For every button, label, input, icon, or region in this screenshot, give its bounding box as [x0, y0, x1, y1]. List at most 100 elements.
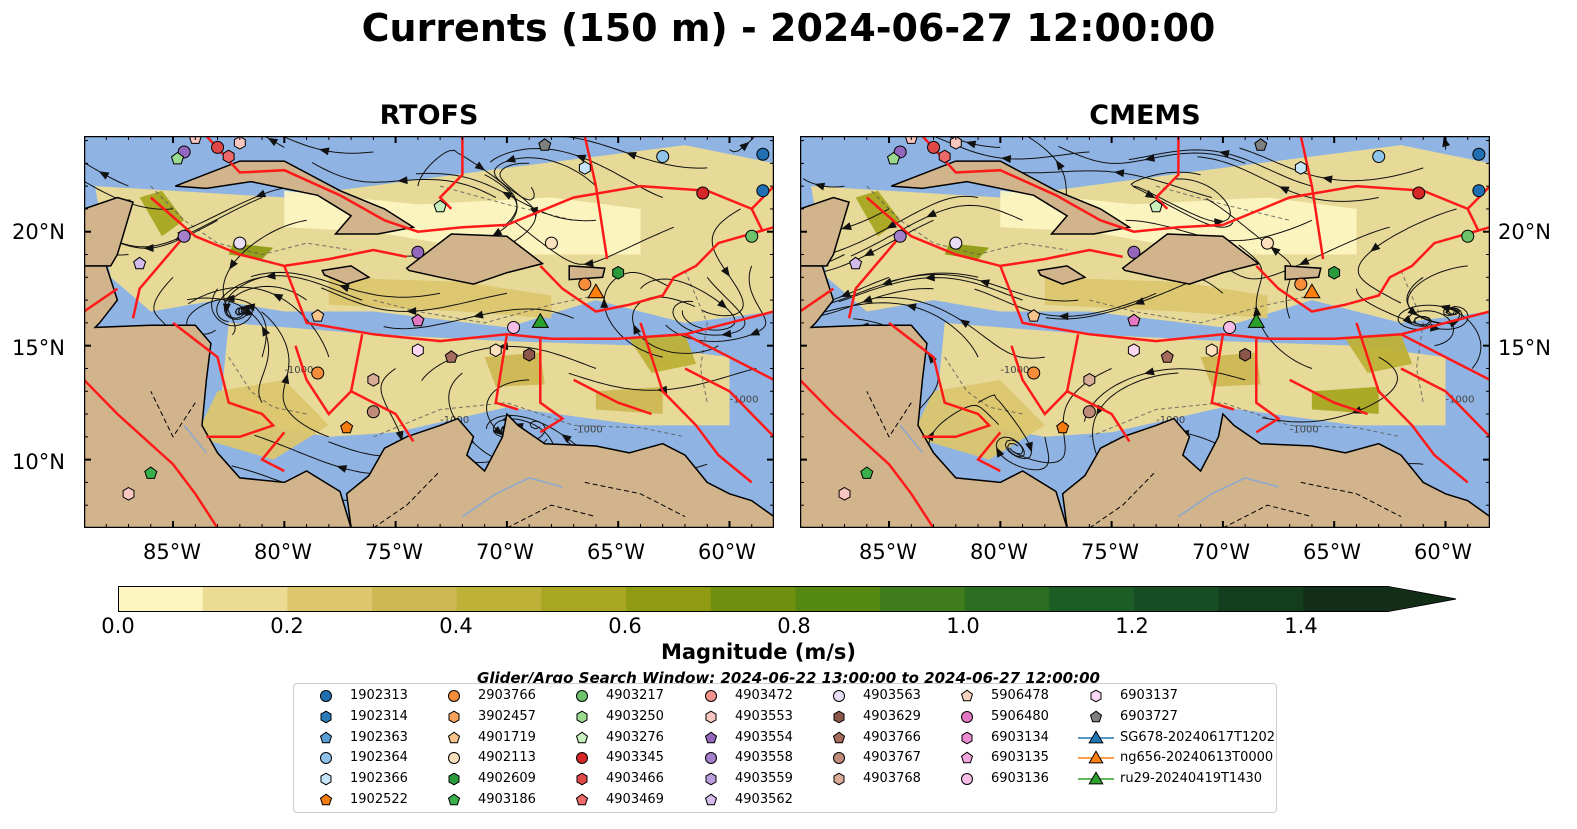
rtofs-argo-float-marker [133, 256, 147, 270]
cmems-streamline-arrow [1270, 246, 1281, 256]
legend-marker-shape [705, 690, 717, 702]
cmems-streamline-arrow [1322, 175, 1333, 184]
cmems-argo-float-marker [1127, 343, 1140, 358]
rtofs-streamline-arrow [406, 307, 417, 316]
colorbar-extend-arrow [1388, 587, 1456, 611]
cmems-streamline-arrow [840, 289, 852, 297]
legend-label: 4903553 [735, 708, 793, 724]
cmems-streamline-arrow [1219, 150, 1230, 158]
rtofs-streamline-arrow [395, 430, 404, 442]
legend-label: 4903563 [863, 688, 921, 703]
cmems-argo-float-marker [1461, 229, 1475, 243]
rtofs-streamline-arrow [98, 171, 110, 180]
colorbar-tick-label: 1.0 [946, 614, 980, 638]
rtofs-eez-boundary [750, 185, 774, 210]
legend-label: 1902313 [350, 688, 408, 703]
cmems-eez-boundary [1400, 367, 1490, 438]
cmems-streamline-arrow [881, 277, 893, 286]
figure-title: Currents (150 m) - 2024-06-27 12:00:00 [361, 6, 1216, 50]
cmems-frame [800, 136, 1490, 528]
legend-marker-shape [319, 793, 333, 806]
cmems-landmass [1284, 265, 1322, 281]
cmems-streamline-arrow [1402, 315, 1413, 325]
cmems-streamline-arrow [863, 248, 875, 257]
cmems-contour-label: -1000 [1445, 395, 1474, 406]
legend-marker-icon [705, 690, 717, 702]
colorbar-outline [118, 586, 1457, 612]
legend-label: 1902522 [350, 792, 408, 807]
cmems-argo-float-marker [1412, 186, 1426, 200]
rtofs-argo-float-marker [756, 184, 770, 198]
rtofs-contour-label: -1000 [574, 424, 603, 435]
legend-marker-icon [576, 752, 588, 765]
cmems-landmass [800, 265, 1068, 528]
cmems-contour-label: -1000 [1000, 365, 1029, 376]
legend-label: 4903629 [863, 708, 921, 724]
legend-marker-icon [319, 793, 333, 806]
legend-marker-icon [704, 793, 718, 806]
legend-marker-shape [833, 690, 845, 702]
rtofs-streamline-arrow [749, 327, 761, 336]
legend-marker-shape [320, 772, 332, 786]
legend-marker-icon [447, 793, 461, 806]
legend-label: 6903135 [991, 750, 1049, 766]
rtofs-argo-float-marker [523, 347, 536, 362]
rtofs-streamline-arrow [473, 310, 484, 319]
legend-label: 4903217 [606, 688, 664, 703]
legend-marker-shape [448, 690, 460, 702]
rtofs-border-line [373, 470, 441, 528]
map-panel-rtofs[interactable]: -1000-1000-1000-1000 [84, 136, 774, 528]
cmems-argo-float-marker [1294, 277, 1308, 291]
rtofs-streamline-arrow [575, 154, 587, 163]
rtofs-streamline-arrow [338, 284, 350, 293]
cmems-argo-float-marker [1472, 184, 1486, 198]
legend-label: 4903466 [606, 771, 664, 787]
cmems-argo-float-marker [849, 256, 863, 270]
cmems-streamline-arrow [1253, 305, 1262, 317]
cmems-bathymetry-contour [944, 356, 1023, 415]
rtofs-streamline-arrow [281, 373, 290, 385]
rtofs-argo-float-marker [544, 236, 558, 250]
legend-marker-shape [320, 710, 332, 724]
legend-marker-shape [1088, 750, 1104, 764]
map-panel-cmems[interactable]: -1000-1000-1000-1000 [800, 136, 1490, 528]
rtofs-streamline-arrow [222, 303, 231, 314]
colorbar-tick-label: 0.4 [439, 614, 473, 638]
legend-marker-shape [576, 772, 588, 786]
cmems-streamline-arrow [1143, 367, 1155, 376]
cmems-eez-boundary [1154, 136, 1180, 210]
colorbar-bin [372, 587, 458, 611]
cmems-eez-boundary [888, 321, 992, 439]
colorbar-tick-label: 1.4 [1284, 614, 1318, 638]
legend-label: 4903250 [606, 708, 664, 724]
legend-marker-shape [448, 752, 460, 765]
legend-marker-icon [320, 690, 332, 702]
lon-label-60w-left: 60°W [698, 540, 756, 564]
legend-label: 6903137 [1120, 688, 1178, 703]
legend-marker-shape [576, 752, 588, 765]
rtofs-streamline-arrow [720, 266, 730, 277]
cmems-border-line [1089, 470, 1157, 528]
legend-marker-shape [1089, 710, 1103, 722]
cmems-eez-boundary [1066, 390, 1131, 443]
legend-label: 4903186 [478, 792, 536, 807]
cmems-streamline-arrow [1000, 154, 1012, 163]
cmems-argo-float-marker [1372, 150, 1386, 164]
rtofs-argo-float-marker [170, 151, 185, 165]
rtofs-streamline-arrow [229, 259, 238, 270]
colorbar-bin [626, 587, 712, 611]
cmems-argo-float-marker [1472, 147, 1486, 161]
legend-marker-shape [447, 731, 461, 743]
cmems-argo-float-marker [860, 466, 874, 479]
rtofs-landmass [345, 412, 774, 528]
legend-label: 4903766 [863, 729, 921, 745]
rtofs-streamline-arrow [255, 189, 267, 198]
legend-marker-icon [832, 731, 846, 743]
legend-marker-icon [961, 731, 973, 744]
cmems-landmass [800, 136, 850, 267]
cmems-river [899, 424, 923, 454]
cmems-argo-float-marker [949, 236, 963, 250]
legend-marker-icon [320, 710, 332, 724]
rtofs-eez-boundary [350, 390, 415, 443]
rtofs-argo-float-marker [233, 136, 246, 150]
